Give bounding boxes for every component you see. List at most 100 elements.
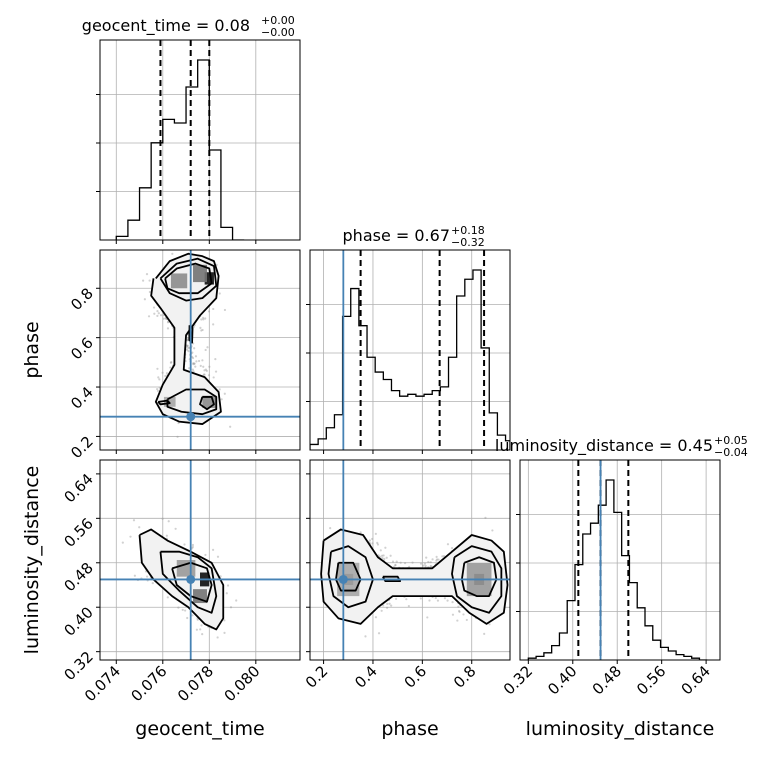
sample-point [381,556,384,560]
sample-point [374,532,377,535]
sample-point [203,373,206,376]
panel-plot-area [100,40,300,240]
contour-level-2 [164,262,213,295]
y-tick-label: 0.8 [67,284,97,314]
sample-point [142,279,145,282]
panel-phase-phase [306,249,511,454]
sample-point [161,517,164,520]
panel-phase-geocent_time: 0.2 0.4 0.6 0.8 [67,249,301,462]
sample-point [196,618,199,621]
sample-point [205,369,208,372]
sample-point [442,554,446,558]
sample-point [204,348,207,352]
sample-point [148,279,151,282]
sample-point [379,555,382,558]
sample-point [194,365,197,368]
sample-point [491,529,494,532]
sample-point [167,520,170,523]
x-tick-label: 0.4 [351,662,381,692]
title-luminosity-distance-main: luminosity_distance = 0.45 [495,436,713,456]
sample-point [202,316,205,319]
sample-point [166,321,170,324]
truth-marker [338,574,348,584]
panel-frame [99,459,301,661]
sample-point [202,365,205,368]
title-phase-sup: +0.18 [451,224,485,237]
sample-point [204,317,207,320]
sample-point [166,327,170,330]
sample-point [191,614,194,617]
sample-point [371,537,374,541]
y-tick-label: 0.4 [67,383,97,413]
panel-plot-area [520,460,720,660]
sample-point [395,560,398,563]
sample-point [368,539,372,542]
contour-level-3 [460,556,498,598]
xlabel-phase: phase [381,718,438,740]
sample-point [374,616,378,619]
sample-point [394,564,397,567]
panel-frame [99,249,301,451]
sample-point [377,632,381,635]
sample-point [383,557,386,561]
title-phase-sub: −0.32 [451,236,485,249]
sample-point [388,602,391,605]
sample-point [191,356,195,360]
sample-point [133,574,136,577]
sample-point [435,555,438,558]
sample-point [381,554,384,557]
sample-point [359,531,362,534]
xlabel-luminosity-distance: luminosity_distance [526,718,715,740]
sample-point [192,370,195,373]
sample-point [379,549,382,552]
sample-point [191,545,194,549]
y-tick-label: 0.6 [67,334,97,364]
sample-point [207,374,211,377]
sample-point [129,535,132,538]
sample-point [229,606,233,609]
contour-level-0 [138,528,225,631]
sample-point [147,315,151,318]
sample-point [199,364,202,367]
sample-point [181,608,184,611]
sample-point [483,632,486,635]
sample-point [214,370,218,373]
sample-point [158,386,161,389]
sample-point [193,347,196,350]
sample-point [201,359,204,362]
sample-point [423,562,427,565]
sample-point [183,543,186,546]
sample-point [191,351,194,354]
contour-level-3 [166,388,218,416]
sample-point [186,348,189,351]
truth-marker [186,412,196,422]
xlabel-geocent-time: geocent_time [135,718,264,740]
sample-point [223,619,226,622]
sample-point [199,628,202,631]
sample-point [384,546,387,549]
sample-point [450,546,454,550]
contour-level-0 [320,528,509,625]
sample-point [174,527,177,530]
sample-point [212,307,215,311]
sample-point [156,310,159,313]
title-geocent-time-main: geocent_time = 0.08 [82,16,250,36]
sample-point [138,526,141,529]
sample-point [429,561,432,564]
sample-point [207,310,211,313]
sample-point [186,344,189,347]
sample-point [203,369,206,372]
title-luminosity-distance-sup: +0.05 [714,434,748,447]
title-luminosity-distance: luminosity_distance = 0.45 [495,436,713,456]
sample-point [197,359,201,363]
sample-point [146,575,149,578]
sample-point [151,582,154,585]
sample-point [206,346,209,349]
sample-point [161,371,164,374]
sample-point [382,554,385,557]
sample-point [458,610,461,613]
sample-point [211,548,215,551]
sample-point [156,387,159,391]
sample-point [451,601,454,604]
